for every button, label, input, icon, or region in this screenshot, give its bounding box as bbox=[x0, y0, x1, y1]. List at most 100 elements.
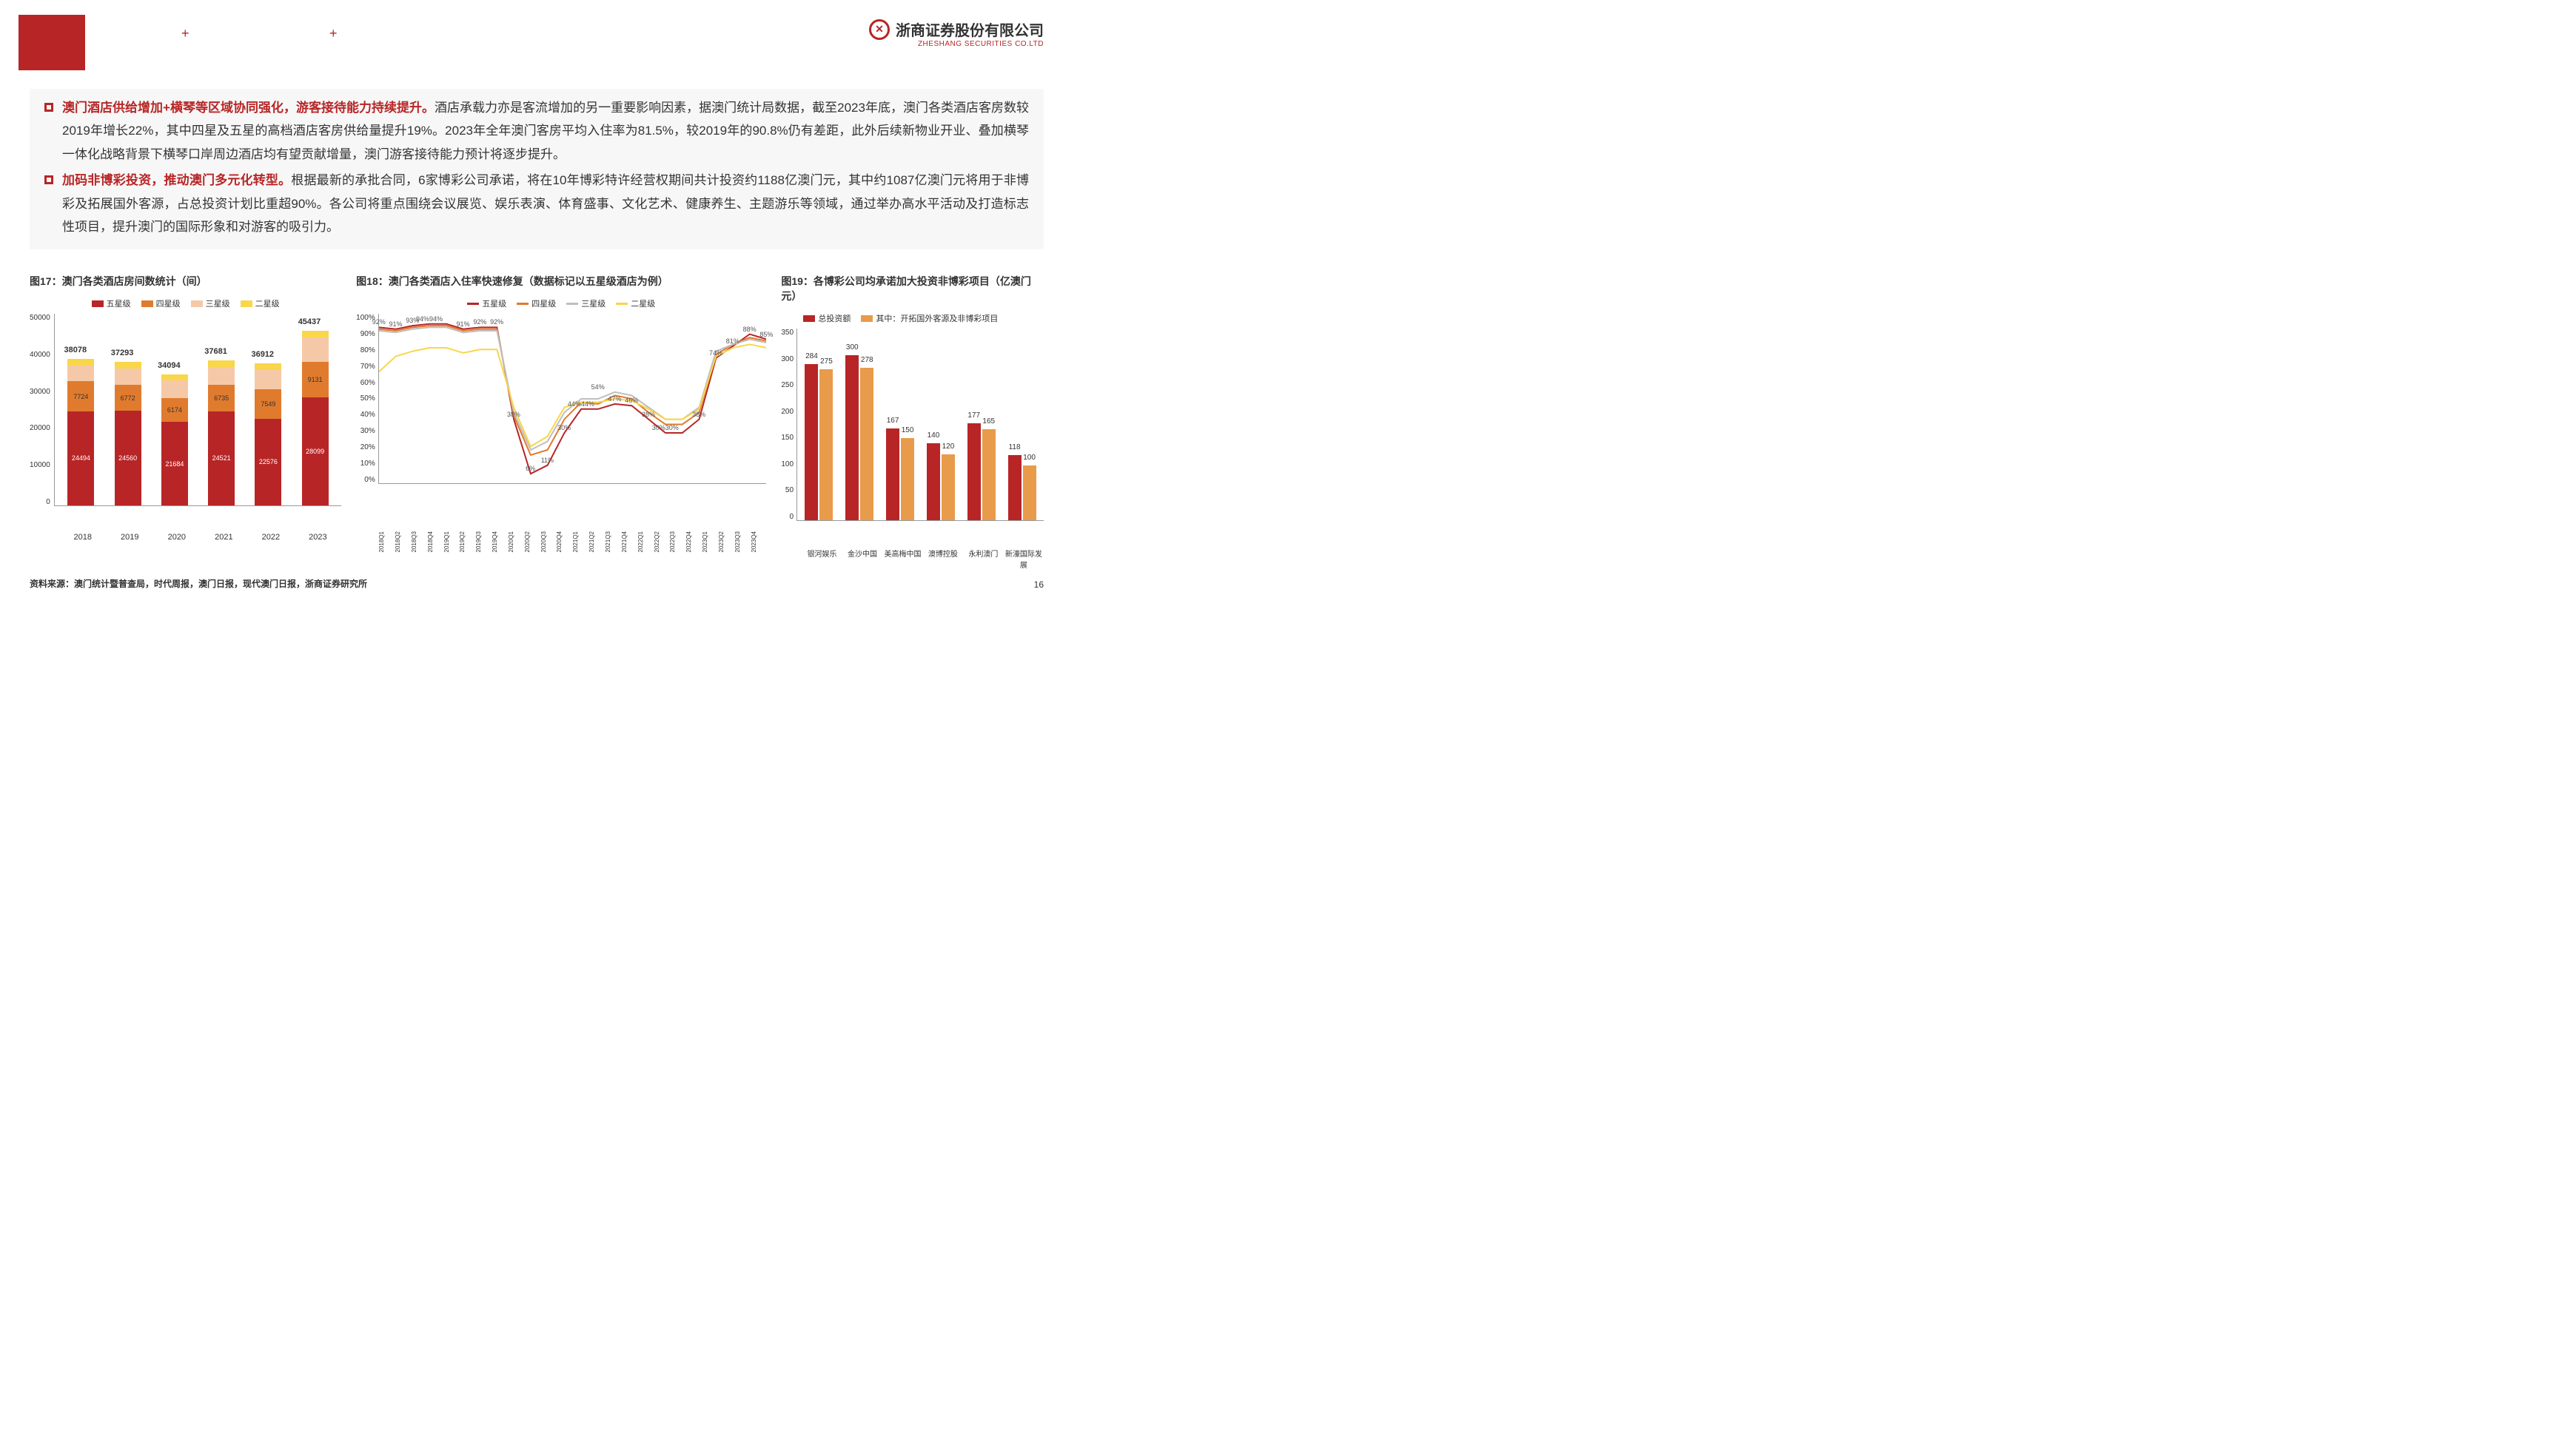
data-annotation: 85% bbox=[759, 331, 773, 338]
data-annotation: 91% bbox=[457, 320, 470, 328]
chart18-yaxis: 100%90%80%70%60%50%40%30%20%10%0% bbox=[356, 314, 378, 484]
footer-source: 资料来源：澳门统计暨普查局，时代周报，澳门日报，现代澳门日报，浙商证券研究所 bbox=[30, 577, 367, 590]
x-label: 2021Q4 bbox=[621, 531, 637, 552]
bar-group: 37293 24560 6772 bbox=[109, 362, 147, 505]
chart17: 图17：澳门各类酒店房间数统计（间） 五星级四星级三星级二星级 50000400… bbox=[30, 274, 341, 570]
bar-group: 37681 24521 6735 bbox=[203, 360, 241, 505]
x-label: 2018Q1 bbox=[378, 531, 395, 552]
x-label: 2018Q2 bbox=[395, 531, 411, 552]
bar-total-label: 36912 bbox=[241, 350, 285, 359]
x-label: 2019Q3 bbox=[475, 531, 492, 552]
bar-total-label: 37681 bbox=[194, 347, 238, 356]
bar-group: 36912 22576 7549 bbox=[249, 363, 287, 505]
x-label: 2022Q2 bbox=[654, 531, 670, 552]
chart18-legend: 五星级四星级三星级二星级 bbox=[356, 297, 766, 309]
x-label: 2022Q3 bbox=[669, 531, 685, 552]
chart19-legend: 总投资额其中：开拓国外客源及非博彩项目 bbox=[781, 312, 1044, 324]
chart17-plot: 38078 24494 7724 37293 24560 6772 34094 … bbox=[54, 314, 341, 506]
data-annotation: 38% bbox=[642, 411, 655, 418]
x-label: 永利澳门 bbox=[963, 543, 1003, 570]
data-annotation: 6% bbox=[526, 465, 535, 472]
legend-item: 总投资额 bbox=[803, 312, 851, 324]
x-label: 2023Q4 bbox=[751, 531, 767, 552]
x-label: 2020 bbox=[153, 528, 201, 542]
chart17-yaxis: 50000400003000020000100000 bbox=[30, 314, 54, 506]
data-annotation: 88% bbox=[743, 326, 757, 333]
bar-group: 300 278 bbox=[842, 355, 877, 520]
x-label: 2022 bbox=[247, 528, 295, 542]
chart19-xlabels: 银河娱乐金沙中国美高梅中国澳博控股永利澳门新濠国际发展 bbox=[781, 543, 1044, 570]
chart19-yaxis: 350300250200150100500 bbox=[781, 329, 796, 521]
data-annotation: 92% bbox=[473, 318, 486, 326]
bar-group: 34094 21684 6174 bbox=[155, 374, 193, 505]
x-label: 2022Q1 bbox=[637, 531, 654, 552]
bar-total-label: 37293 bbox=[100, 349, 144, 357]
legend-item: 五星级 bbox=[92, 297, 131, 309]
bar-group: 118 100 bbox=[1004, 455, 1039, 520]
x-label: 2023Q1 bbox=[702, 531, 718, 552]
bar-group: 177 165 bbox=[964, 423, 999, 520]
x-label: 新濠国际发展 bbox=[1004, 543, 1044, 570]
x-label: 2019 bbox=[107, 528, 154, 542]
bar-total-label: 45437 bbox=[287, 317, 332, 326]
data-annotation: 92% bbox=[490, 318, 503, 326]
bar-group: 167 150 bbox=[883, 428, 918, 520]
x-label: 2022Q4 bbox=[685, 531, 702, 552]
data-annotation: 38% bbox=[507, 411, 520, 418]
bar-group: 140 120 bbox=[924, 443, 959, 520]
company-name-cn: 浙商证券股份有限公司 bbox=[896, 18, 1044, 40]
legend-item: 其中：开拓国外客源及非博彩项目 bbox=[861, 312, 998, 324]
data-annotation: 94%94% bbox=[416, 315, 443, 323]
x-label: 金沙中国 bbox=[842, 543, 882, 570]
x-label: 2021Q2 bbox=[588, 531, 605, 552]
charts-row: 图17：澳门各类酒店房间数统计（间） 五星级四星级三星级二星级 50000400… bbox=[30, 274, 1044, 570]
bar-group: 45437 28099 9131 bbox=[296, 331, 334, 505]
data-annotation: 47% bbox=[608, 395, 621, 403]
x-label: 2020Q3 bbox=[540, 531, 557, 552]
x-label: 2018 bbox=[59, 528, 107, 542]
chart19: 图19：各博彩公司均承诺加大投资非博彩项目（亿澳门元） 总投资额其中：开拓国外客… bbox=[781, 274, 1044, 570]
chart17-title: 图17：澳门各类酒店房间数统计（间） bbox=[30, 274, 341, 289]
x-label: 2021Q3 bbox=[605, 531, 621, 552]
data-annotation: 38% bbox=[692, 411, 705, 418]
chart19-title: 图19：各博彩公司均承诺加大投资非博彩项目（亿澳门元） bbox=[781, 274, 1044, 303]
legend-item: 二星级 bbox=[616, 297, 655, 309]
chart19-plot: 284 275 300 278 167 150 140 120 177 165 … bbox=[796, 329, 1044, 521]
legend-item: 四星级 bbox=[141, 297, 181, 309]
data-annotation: 30%30% bbox=[652, 424, 679, 431]
p1-highlight: 澳门酒店供给增加+横琴等区域协同强化，游客接待能力持续提升。 bbox=[62, 101, 435, 115]
x-label: 2020Q2 bbox=[524, 531, 540, 552]
x-label: 2018Q4 bbox=[427, 531, 443, 552]
x-label: 2019Q2 bbox=[459, 531, 475, 552]
bar-group: 38078 24494 7724 bbox=[62, 359, 100, 505]
chart18-plot: 92%91%93%94%94%91%92%92%38%6%11%30%44%44… bbox=[378, 314, 767, 484]
chart18-title: 图18：澳门各类酒店入住率快速修复（数据标记以五星级酒店为例） bbox=[356, 274, 766, 289]
x-label: 2023Q2 bbox=[718, 531, 734, 552]
legend-item: 三星级 bbox=[566, 297, 606, 309]
x-label: 2018Q3 bbox=[411, 531, 427, 552]
x-label: 2019Q4 bbox=[492, 531, 508, 552]
chart17-xlabels: 201820192020202120222023 bbox=[30, 528, 341, 542]
chart18: 图18：澳门各类酒店入住率快速修复（数据标记以五星级酒店为例） 五星级四星级三星… bbox=[356, 274, 766, 570]
x-label: 澳博控股 bbox=[923, 543, 963, 570]
data-annotation: 44%44% bbox=[568, 400, 594, 408]
legend-item: 二星级 bbox=[241, 297, 280, 309]
header-plus-icon: + bbox=[181, 26, 189, 41]
data-annotation: 11% bbox=[541, 457, 554, 464]
x-label: 2021Q1 bbox=[572, 531, 588, 552]
header-plus-icon: + bbox=[329, 26, 338, 41]
bar-total-label: 34094 bbox=[147, 361, 191, 370]
logo-icon: ✕ bbox=[869, 19, 890, 40]
bullet-icon bbox=[44, 175, 53, 184]
legend-item: 四星级 bbox=[517, 297, 556, 309]
company-name-en: ZHESHANG SECURITIES CO.LTD bbox=[869, 40, 1044, 48]
company-logo: ✕ 浙商证券股份有限公司 ZHESHANG SECURITIES CO.LTD bbox=[869, 18, 1044, 48]
data-annotation: 74% bbox=[709, 349, 722, 357]
x-label: 2020Q1 bbox=[508, 531, 524, 552]
data-annotation: 91% bbox=[389, 320, 402, 328]
data-annotation: 92% bbox=[372, 318, 386, 326]
body-paragraphs: 澳门酒店供给增加+横琴等区域协同强化，游客接待能力持续提升。酒店承载力亦是客流增… bbox=[30, 89, 1044, 249]
x-label: 2020Q4 bbox=[556, 531, 572, 552]
legend-item: 三星级 bbox=[191, 297, 230, 309]
x-label: 2023 bbox=[295, 528, 342, 542]
